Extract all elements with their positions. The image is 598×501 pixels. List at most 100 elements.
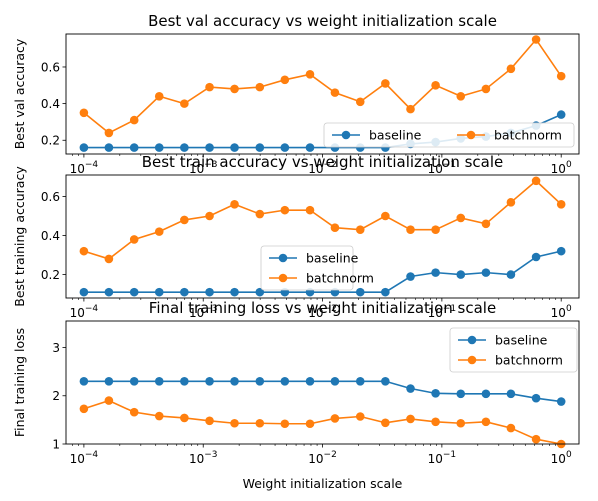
chart-title: Best val accuracy vs weight initializati…	[148, 12, 497, 30]
batchnorm-point	[406, 414, 415, 424]
batchnorm-point	[355, 412, 365, 421]
y-tick-label: 0.4	[41, 229, 60, 243]
y-axis-label: Final training loss	[12, 328, 27, 437]
baseline-point	[79, 287, 89, 297]
baseline-point	[280, 376, 290, 386]
baseline-point	[180, 287, 189, 297]
x-tick-label: 10−3	[189, 160, 218, 176]
legend-label: baseline	[369, 128, 422, 143]
baseline-point	[381, 287, 390, 297]
legend-label: baseline	[306, 251, 359, 266]
batchnorm-point	[481, 219, 491, 229]
legend-box	[323, 122, 575, 148]
baseline-point	[255, 376, 265, 386]
chart-title: Best train accuracy vs weight initializa…	[142, 153, 504, 171]
baseline-point	[154, 376, 164, 386]
batchnorm-point	[280, 419, 290, 429]
legend-item-batchnorm: batchnorm	[457, 128, 562, 143]
legend-item-baseline: baseline	[269, 251, 359, 266]
batchnorm-point	[230, 84, 239, 94]
baseline-point	[355, 287, 365, 297]
batchnorm-point	[255, 82, 265, 92]
baseline-point	[205, 287, 214, 297]
x-tick-label: 10−3	[189, 450, 218, 466]
batchnorm-point	[104, 254, 114, 264]
batchnorm-line	[83, 38, 562, 134]
baseline-point	[180, 143, 189, 152]
y-tick-label: 0.2	[41, 268, 60, 282]
baseline-point	[506, 270, 516, 279]
batchnorm-point	[506, 198, 516, 207]
baseline-point	[556, 110, 566, 119]
legend-item-baseline: baseline	[458, 333, 548, 348]
y-tick-label: 2	[52, 389, 60, 403]
batchnorm-point	[205, 82, 214, 92]
baseline-point	[104, 287, 114, 297]
batchnorm-point	[230, 418, 239, 428]
batchnorm-point	[330, 223, 340, 233]
batchnorm-point	[154, 411, 164, 421]
batchnorm-point	[79, 108, 89, 118]
baseline-point	[79, 143, 89, 152]
batchnorm-point	[280, 205, 290, 215]
batchnorm-point	[506, 423, 516, 433]
y-axis-ticks: 0.2 0.4 0.6	[41, 60, 66, 148]
baseline-point	[330, 376, 340, 386]
series-batchnorm	[79, 35, 566, 138]
batchnorm-point	[355, 97, 365, 107]
batchnorm-point	[456, 91, 466, 101]
baseline-point	[556, 246, 566, 256]
baseline-point	[205, 376, 214, 386]
series-batchnorm	[79, 396, 566, 449]
baseline-point	[481, 389, 491, 399]
batchnorm-point	[255, 209, 265, 219]
batchnorm-point	[381, 211, 390, 221]
legend-box	[449, 327, 578, 373]
batchnorm-point	[305, 205, 315, 215]
legend-item-batchnorm: batchnorm	[269, 271, 374, 286]
x-tick-label: 100	[551, 160, 572, 176]
batchnorm-point	[431, 417, 440, 427]
legend-swatch-marker	[341, 130, 351, 140]
batchnorm-point	[79, 404, 89, 414]
batchnorm-point	[305, 419, 315, 429]
batchnorm-point	[305, 70, 315, 79]
legend-item-baseline: baseline	[332, 128, 422, 143]
baseline-point	[104, 376, 114, 386]
x-tick-label: 10−1	[428, 304, 457, 320]
legend-swatch-marker	[467, 355, 477, 365]
batchnorm-point	[431, 225, 440, 234]
x-axis-ticks: 10−4 10−3 10−2 10−1 100	[70, 154, 572, 176]
batchnorm-point	[180, 99, 189, 108]
y-tick-label: 0.6	[41, 190, 60, 204]
batchnorm-point	[330, 88, 340, 97]
y-axis-ticks: 1 2 3	[52, 341, 66, 451]
x-tick-label: 10−4	[70, 160, 99, 176]
batchnorm-point	[205, 416, 214, 426]
batchnorm-point	[381, 79, 390, 88]
x-tick-label: 10−3	[189, 304, 218, 320]
batchnorm-point	[104, 128, 114, 138]
legend-label: batchnorm	[306, 271, 374, 286]
baseline-point	[154, 287, 164, 297]
batchnorm-point	[531, 35, 541, 44]
batchnorm-point	[456, 213, 466, 223]
x-axis-label: Weight initialization scale	[243, 476, 403, 491]
baseline-point	[556, 397, 566, 406]
baseline-point	[431, 268, 440, 277]
y-axis-ticks: 0.2 0.4 0.6	[41, 190, 66, 282]
y-axis-label: Best val accuracy	[12, 38, 27, 149]
baseline-point	[104, 143, 114, 152]
x-tick-label: 10−1	[428, 450, 457, 466]
batchnorm-point	[255, 418, 265, 428]
plot-frame	[65, 174, 580, 299]
batchnorm-point	[280, 75, 290, 85]
x-tick-label: 10−2	[308, 160, 337, 176]
baseline-point	[531, 252, 541, 262]
baseline-point	[280, 143, 290, 152]
y-axis-label: Best training accuracy	[12, 166, 27, 307]
batchnorm-point	[180, 413, 189, 423]
baseline-point	[255, 143, 265, 152]
legend-swatch-marker	[278, 273, 288, 283]
